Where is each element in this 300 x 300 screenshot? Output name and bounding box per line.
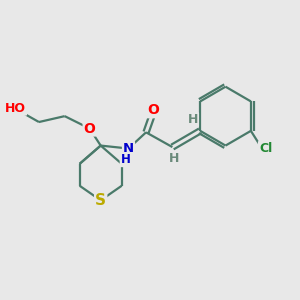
Text: Cl: Cl	[259, 142, 272, 155]
Text: H: H	[121, 153, 130, 166]
Text: H: H	[188, 113, 198, 126]
Text: HO: HO	[5, 102, 26, 115]
Text: O: O	[147, 103, 159, 117]
Text: O: O	[84, 122, 95, 136]
Text: S: S	[95, 193, 106, 208]
Text: H: H	[169, 152, 179, 165]
Text: N: N	[123, 142, 134, 155]
